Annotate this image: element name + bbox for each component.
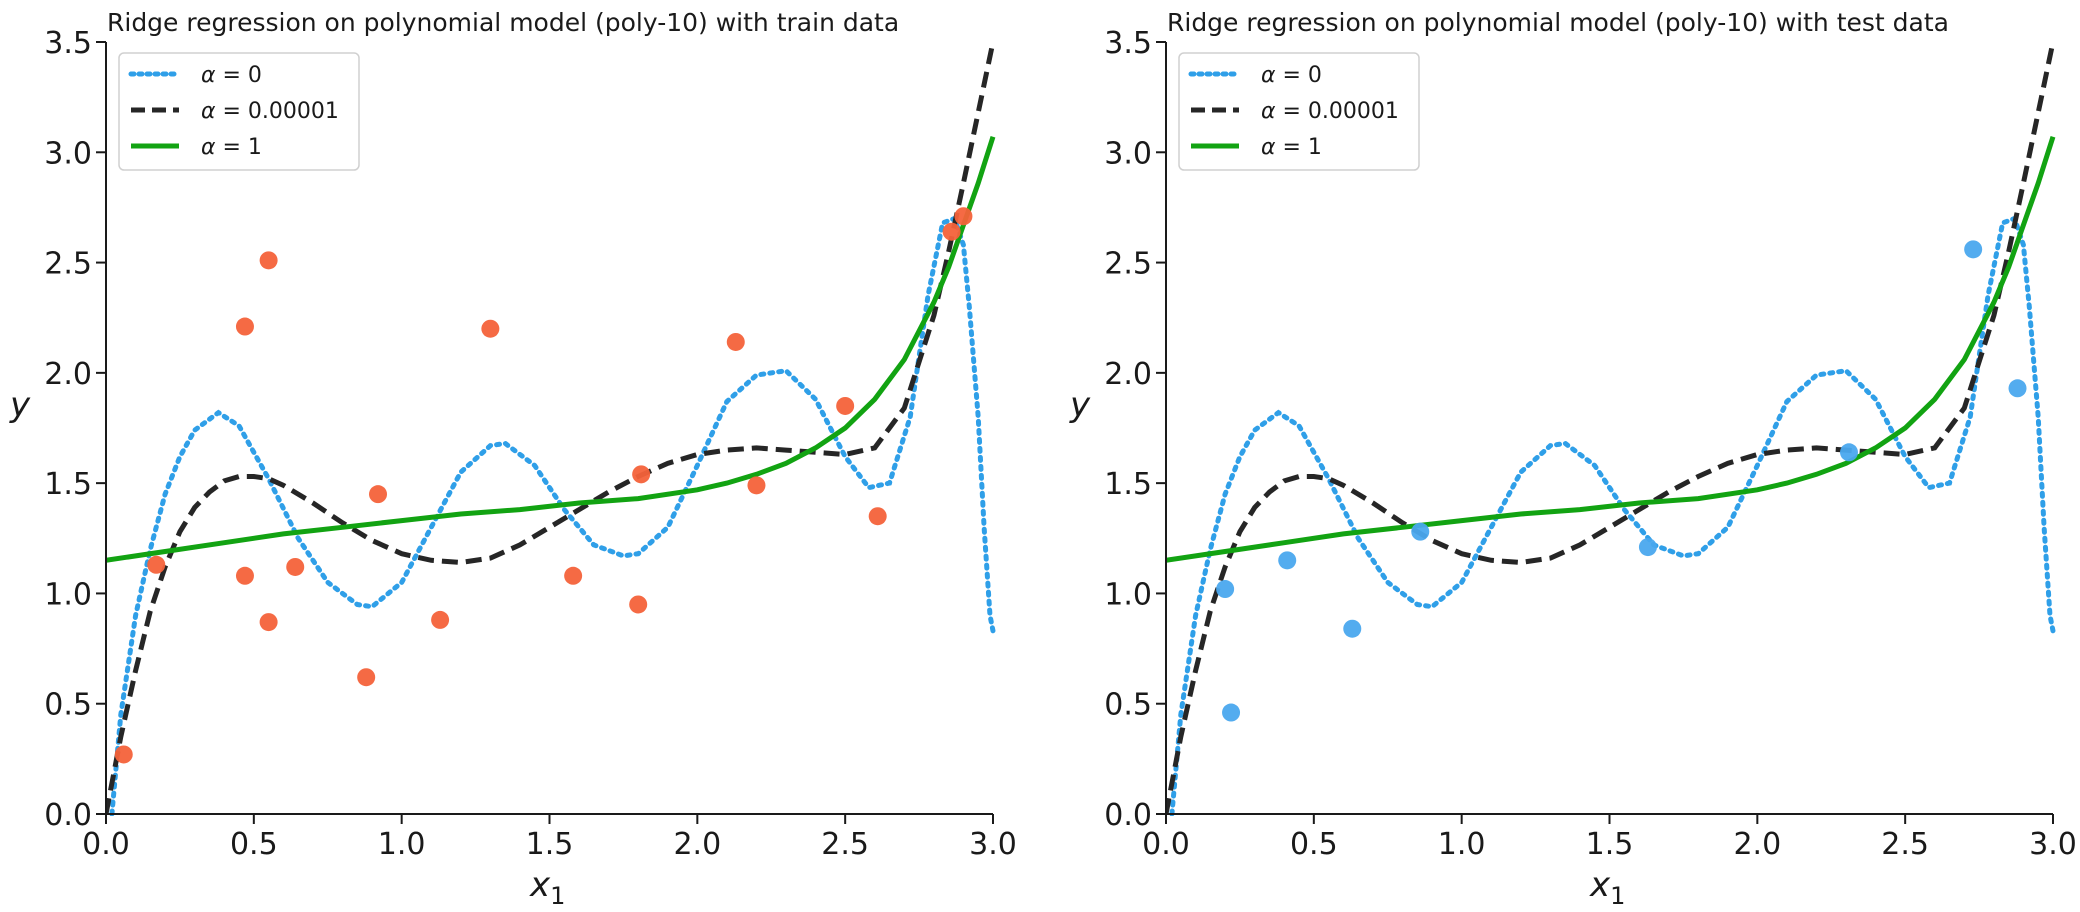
x-ticks-train: 0.0 0.5 1.0 1.5 2.0 2.5 3.0	[82, 814, 1017, 862]
data-point	[868, 507, 887, 526]
data-point	[235, 566, 254, 585]
x-tick-label: 2.0	[673, 827, 721, 862]
legend-frame	[1178, 52, 1420, 171]
y-tick-label: 0.0	[44, 798, 92, 833]
data-point	[259, 613, 278, 632]
x-tick-label: 0.0	[1142, 827, 1190, 862]
x-tick-label: 1.5	[1586, 827, 1634, 862]
x-tick-label: 0.0	[82, 827, 130, 862]
x-tick-label: 0.5	[1290, 827, 1338, 862]
data-point	[114, 745, 133, 764]
series-line-alpha1	[106, 136, 996, 563]
y-tick-label: 2.5	[44, 247, 92, 282]
data-point	[954, 207, 973, 226]
points-train	[114, 207, 973, 764]
legend-label-alpha-small: α = 0.00001	[1261, 99, 1399, 124]
data-point	[2008, 379, 2027, 398]
y-tick-label: 3.5	[44, 26, 92, 61]
panel-train: 0.0 0.5 1.0 1.5 2.0 2.5 3.0 0.0 0.5 1.0 1.5 2.0 2.5…	[9, 8, 1017, 910]
panel-test: 0.0 0.5 1.0 1.5 2.0 2.5 3.0 0.0 0.5 1.0 1.5 2.0 2.5…	[1069, 8, 2077, 910]
legend-label-alpha1: α = 1	[1261, 135, 1322, 160]
plot-area-test	[1166, 41, 2056, 816]
data-point	[235, 317, 254, 336]
x-tick-label: 2.0	[1733, 827, 1781, 862]
x-tick-label: 3.0	[969, 827, 1017, 862]
series-line-alpha-small	[106, 41, 996, 815]
legend-label-alpha0: α = 0	[1261, 63, 1322, 88]
chart-title: Ridge regression on polynomial model (po…	[107, 8, 899, 37]
data-point	[259, 251, 278, 270]
data-point	[357, 668, 376, 687]
y-tick-label: 2.0	[1104, 357, 1152, 392]
data-point	[1964, 240, 1983, 259]
legend: α = 0 α = 0.00001 α = 1	[1178, 52, 1420, 171]
x-tick-label: 1.5	[526, 827, 574, 862]
y-tick-label: 1.0	[44, 577, 92, 612]
data-point	[629, 595, 648, 614]
series-line-alpha0	[109, 215, 996, 816]
x-tick-label: 0.5	[230, 827, 278, 862]
data-point	[1216, 580, 1235, 599]
y-axis-label: y	[1069, 385, 1091, 425]
y-tick-label: 0.5	[1104, 688, 1152, 723]
data-point	[747, 476, 766, 495]
data-point	[481, 319, 500, 338]
data-point	[942, 222, 961, 241]
legend-label-alpha0: α = 0	[201, 63, 262, 88]
x-axis-label-sub: 1	[550, 882, 565, 910]
x-tick-label: 2.5	[1881, 827, 1929, 862]
y-ticks-train: 0.0 0.5 1.0 1.5 2.0 2.5 3.0 3.5	[44, 26, 106, 833]
x-axis-label-main: x	[1589, 865, 1611, 905]
x-axis-label: x1	[1589, 865, 1625, 910]
y-tick-label: 0.5	[44, 688, 92, 723]
legend-label-alpha1: α = 1	[201, 135, 262, 160]
legend-label-alpha-small: α = 0.00001	[201, 99, 339, 124]
data-point	[564, 566, 583, 585]
points-test	[1216, 240, 2027, 722]
y-tick-label: 1.5	[44, 467, 92, 502]
x-axis-label-sub: 1	[1610, 882, 1625, 910]
data-point	[147, 555, 166, 574]
data-point	[726, 332, 745, 351]
y-tick-label: 2.0	[44, 357, 92, 392]
x-tick-label: 3.0	[2029, 827, 2077, 862]
data-point	[1278, 551, 1297, 570]
plot-area-train	[106, 41, 996, 816]
y-tick-label: 3.5	[1104, 26, 1152, 61]
data-point	[1411, 522, 1430, 541]
data-point	[431, 610, 450, 629]
y-tick-label: 2.5	[1104, 247, 1152, 282]
data-point	[836, 396, 855, 415]
y-tick-label: 3.0	[44, 136, 92, 171]
y-tick-label: 1.5	[1104, 467, 1152, 502]
y-tick-label: 0.0	[1104, 798, 1152, 833]
y-axis-label: y	[9, 385, 31, 425]
y-tick-label: 3.0	[1104, 136, 1152, 171]
data-point	[1839, 443, 1858, 462]
data-point	[286, 557, 305, 576]
series-line-alpha-small	[1166, 41, 2056, 815]
legend: α = 0 α = 0.00001 α = 1	[118, 52, 360, 171]
series-line-alpha0	[1169, 215, 2056, 816]
data-point	[1343, 619, 1362, 638]
series-line-alpha1	[1166, 136, 2056, 563]
chart-title: Ridge regression on polynomial model (po…	[1167, 8, 1949, 37]
data-point	[1222, 703, 1241, 722]
data-point	[1638, 538, 1657, 557]
legend-frame	[118, 52, 360, 171]
y-ticks-test: 0.0 0.5 1.0 1.5 2.0 2.5 3.0 3.5	[1104, 26, 1166, 833]
x-axis-label: x1	[529, 865, 565, 910]
x-ticks-test: 0.0 0.5 1.0 1.5 2.0 2.5 3.0	[1142, 814, 2077, 862]
x-tick-label: 1.0	[378, 827, 426, 862]
y-tick-label: 1.0	[1104, 577, 1152, 612]
data-point	[369, 485, 388, 504]
curves-train	[106, 41, 996, 816]
x-axis-label-main: x	[529, 865, 551, 905]
x-tick-label: 2.5	[821, 827, 869, 862]
x-tick-label: 1.0	[1438, 827, 1486, 862]
data-point	[632, 465, 651, 484]
